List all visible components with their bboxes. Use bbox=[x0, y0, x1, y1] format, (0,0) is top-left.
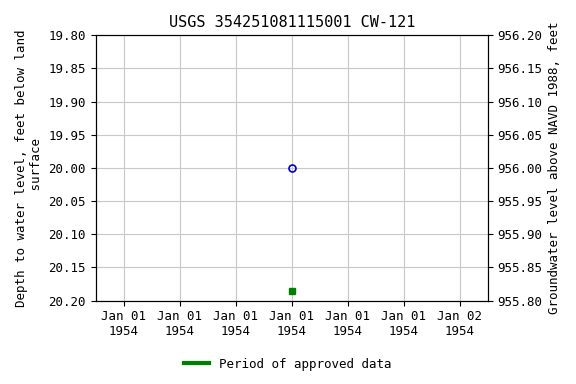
Title: USGS 354251081115001 CW-121: USGS 354251081115001 CW-121 bbox=[169, 15, 415, 30]
Y-axis label: Groundwater level above NAVD 1988, feet: Groundwater level above NAVD 1988, feet bbox=[548, 22, 561, 314]
Legend: Period of approved data: Period of approved data bbox=[179, 353, 397, 376]
Y-axis label: Depth to water level, feet below land
 surface: Depth to water level, feet below land su… bbox=[15, 29, 43, 307]
